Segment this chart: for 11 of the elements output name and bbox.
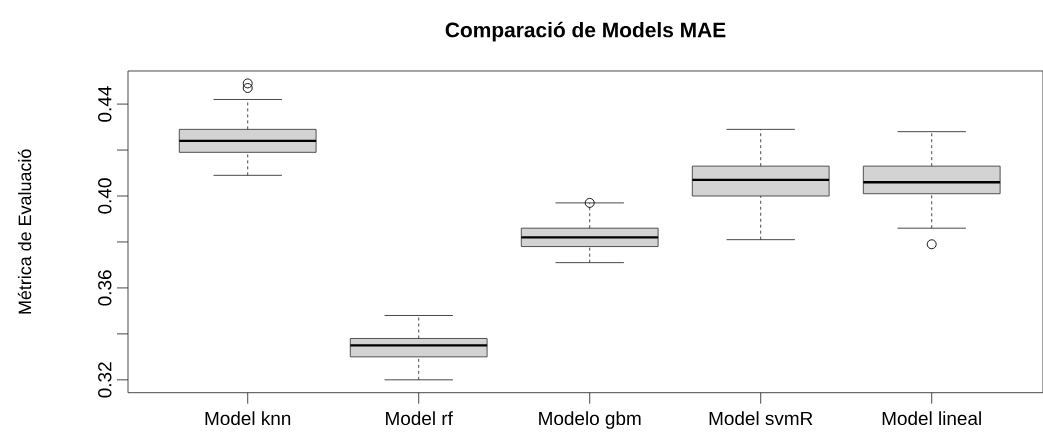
y-tick-label: 0.32 bbox=[98, 362, 112, 398]
y-tick-label: 0.44 bbox=[98, 86, 112, 122]
chart-title: Comparació de Models MAE bbox=[445, 21, 726, 42]
x-tick-label: Model knn bbox=[205, 411, 291, 426]
x-tick-label: Modelo gbm bbox=[539, 411, 641, 429]
y-tick-label: 0.40 bbox=[98, 178, 112, 214]
x-tick-label: Model rf bbox=[386, 411, 453, 426]
x-tick-label: Model lineal bbox=[882, 411, 981, 426]
y-axis-title: Métrica de Evaluació bbox=[17, 149, 32, 314]
x-tick-label: Model svmR bbox=[709, 411, 813, 426]
y-tick-label: 0.36 bbox=[98, 270, 112, 306]
